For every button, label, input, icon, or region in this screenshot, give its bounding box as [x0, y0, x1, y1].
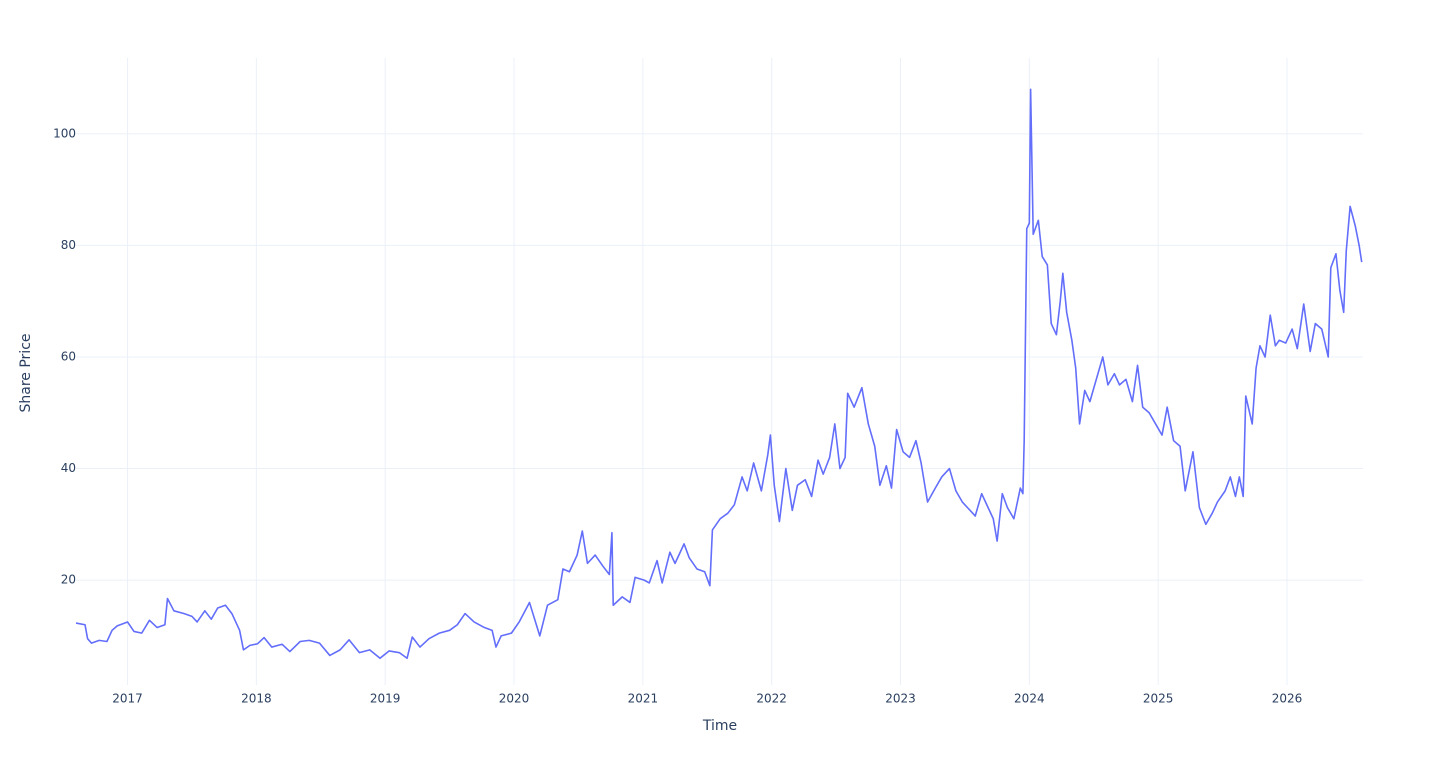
- x-tick-label: 2020: [499, 692, 530, 706]
- y-tick-label: 80: [61, 238, 76, 252]
- x-tick-label: 2021: [628, 692, 659, 706]
- x-tick-label: 2026: [1272, 692, 1303, 706]
- x-tick-label: 2018: [241, 692, 272, 706]
- y-axis-title: Share Price: [18, 333, 34, 412]
- grid-layer: [76, 58, 1363, 685]
- y-tick-label: 60: [61, 349, 76, 363]
- y-tick-label: 40: [61, 461, 76, 475]
- y-tick-label: 20: [61, 573, 76, 587]
- plot-layer: [75, 88, 1363, 660]
- x-tick-label: 2017: [112, 692, 143, 706]
- x-tick-label: 2023: [885, 692, 916, 706]
- x-axis-title: Time: [702, 718, 737, 734]
- y-tick-label: 100: [53, 126, 76, 140]
- x-tick-label: 2022: [756, 692, 787, 706]
- price-line: [75, 88, 1363, 660]
- x-tick-label: 2024: [1014, 692, 1045, 706]
- x-tick-label: 2019: [370, 692, 401, 706]
- x-tick-label: 2025: [1143, 692, 1174, 706]
